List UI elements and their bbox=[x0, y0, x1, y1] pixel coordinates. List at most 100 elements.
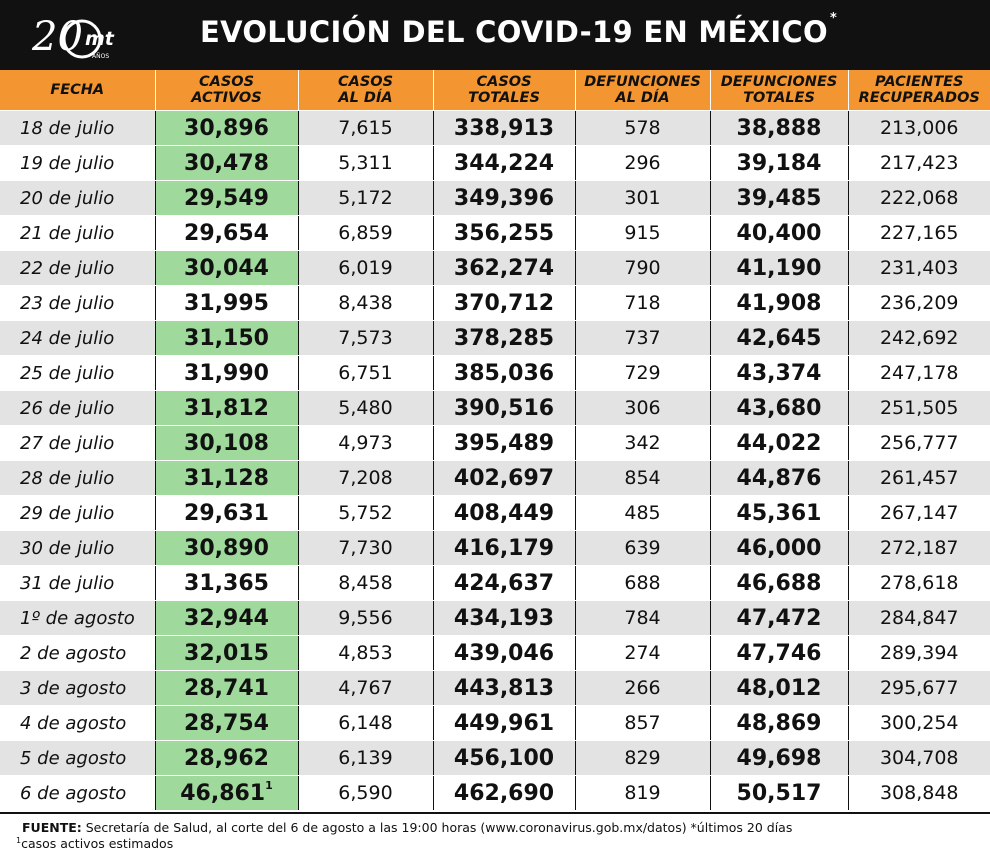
cell-value: 7,208 bbox=[338, 467, 392, 489]
cell-value: 18 de julio bbox=[20, 118, 114, 139]
cell-value: 4,853 bbox=[338, 642, 392, 664]
cell: 639 bbox=[575, 531, 710, 566]
cell-value: 289,394 bbox=[880, 642, 959, 664]
cell-value: 41,908 bbox=[737, 291, 822, 316]
cell: 251,505 bbox=[848, 391, 990, 426]
cell-value: 28 de julio bbox=[20, 468, 114, 489]
cell-value: 378,285 bbox=[454, 326, 554, 351]
cell: 278,618 bbox=[848, 566, 990, 601]
active-cases-cell: 30,044 bbox=[155, 251, 298, 286]
cell-value: 29,631 bbox=[184, 501, 269, 526]
cell-value: 296 bbox=[624, 152, 660, 174]
cell-value: 44,022 bbox=[737, 431, 822, 456]
cell: 819 bbox=[575, 776, 710, 811]
date-cell: 26 de julio bbox=[0, 391, 155, 426]
header-bar: 20 mt AÑOS EVOLUCIÓN DEL COVID-19 EN MÉX… bbox=[0, 0, 990, 70]
cell-value: 4,767 bbox=[338, 677, 392, 699]
cell-value: 26 de julio bbox=[20, 398, 114, 419]
cell: 242,692 bbox=[848, 321, 990, 356]
title-asterisk: * bbox=[830, 11, 837, 26]
column-header-line: CASOS bbox=[434, 74, 575, 90]
cell: 4,767 bbox=[298, 671, 433, 706]
cell: 44,876 bbox=[710, 461, 848, 496]
cell-value: 6 de agosto bbox=[20, 783, 126, 804]
cell: 915 bbox=[575, 216, 710, 251]
cell-value: 784 bbox=[624, 607, 660, 629]
date-cell: 25 de julio bbox=[0, 356, 155, 391]
cell: 39,184 bbox=[710, 146, 848, 181]
cell: 443,813 bbox=[433, 671, 575, 706]
cell: 272,187 bbox=[848, 531, 990, 566]
date-cell: 2 de agosto bbox=[0, 636, 155, 671]
cell-value: 30,108 bbox=[184, 431, 269, 456]
cell: 5,172 bbox=[298, 181, 433, 216]
cell: 342 bbox=[575, 426, 710, 461]
active-cases-cell: 29,631 bbox=[155, 496, 298, 531]
active-cases-cell: 32,015 bbox=[155, 636, 298, 671]
cell: 236,209 bbox=[848, 286, 990, 321]
date-cell: 6 de agosto bbox=[0, 776, 155, 811]
cell-value: 308,848 bbox=[880, 782, 959, 804]
cell-value: 29,654 bbox=[184, 221, 269, 246]
cell-value: 49,698 bbox=[737, 746, 822, 771]
date-cell: 21 de julio bbox=[0, 216, 155, 251]
cell-value: 306 bbox=[624, 397, 660, 419]
cell-value: 231,403 bbox=[880, 257, 959, 279]
cell-value: 30,890 bbox=[184, 536, 269, 561]
cell: 261,457 bbox=[848, 461, 990, 496]
cell-value: 9,556 bbox=[338, 607, 392, 629]
date-cell: 1º de agosto bbox=[0, 601, 155, 636]
cell-value: 370,712 bbox=[454, 291, 554, 316]
cell: 370,712 bbox=[433, 286, 575, 321]
cell-value: 5,311 bbox=[338, 152, 392, 174]
cell-value: 28,754 bbox=[184, 711, 269, 736]
cell-value: 236,209 bbox=[880, 292, 959, 314]
page-title: EVOLUCIÓN DEL COVID-19 EN MÉXICO* bbox=[200, 15, 837, 49]
cell: 300,254 bbox=[848, 706, 990, 741]
cell-value: 48,012 bbox=[737, 676, 822, 701]
cell-value: 50,517 bbox=[737, 781, 822, 806]
cell: 41,908 bbox=[710, 286, 848, 321]
cell-value: 31,990 bbox=[184, 361, 269, 386]
cell-value: 42,645 bbox=[737, 326, 822, 351]
cell-value: 443,813 bbox=[454, 676, 554, 701]
cell: 304,708 bbox=[848, 741, 990, 776]
cell-value: 424,637 bbox=[454, 571, 554, 596]
cell-value: 28,962 bbox=[184, 746, 269, 771]
cell-value: 434,193 bbox=[454, 606, 554, 631]
cell: 213,006 bbox=[848, 111, 990, 146]
cell: 416,179 bbox=[433, 531, 575, 566]
cell-value: 213,006 bbox=[880, 117, 959, 139]
cell: 217,423 bbox=[848, 146, 990, 181]
column-header-line: FECHA bbox=[0, 82, 155, 98]
cell-value: 284,847 bbox=[880, 607, 959, 629]
cell-value: 32,015 bbox=[184, 641, 269, 666]
cell-value: 227,165 bbox=[880, 222, 959, 244]
cell-value: 45,361 bbox=[737, 501, 822, 526]
source-note: FUENTE: Secretaría de Salud, al corte de… bbox=[22, 820, 792, 835]
cell-value: 395,489 bbox=[454, 431, 554, 456]
cell-value: 390,516 bbox=[454, 396, 554, 421]
cell: 385,036 bbox=[433, 356, 575, 391]
date-cell: 23 de julio bbox=[0, 286, 155, 321]
cell-value: 362,274 bbox=[454, 256, 554, 281]
cell: 439,046 bbox=[433, 636, 575, 671]
source-text: Secretaría de Salud, al corte del 6 de a… bbox=[82, 820, 793, 835]
cell: 408,449 bbox=[433, 496, 575, 531]
active-cases-cell: 31,990 bbox=[155, 356, 298, 391]
date-cell: 28 de julio bbox=[0, 461, 155, 496]
active-cases-cell: 31,812 bbox=[155, 391, 298, 426]
cell: 306 bbox=[575, 391, 710, 426]
cell-value: 5,752 bbox=[338, 502, 392, 524]
